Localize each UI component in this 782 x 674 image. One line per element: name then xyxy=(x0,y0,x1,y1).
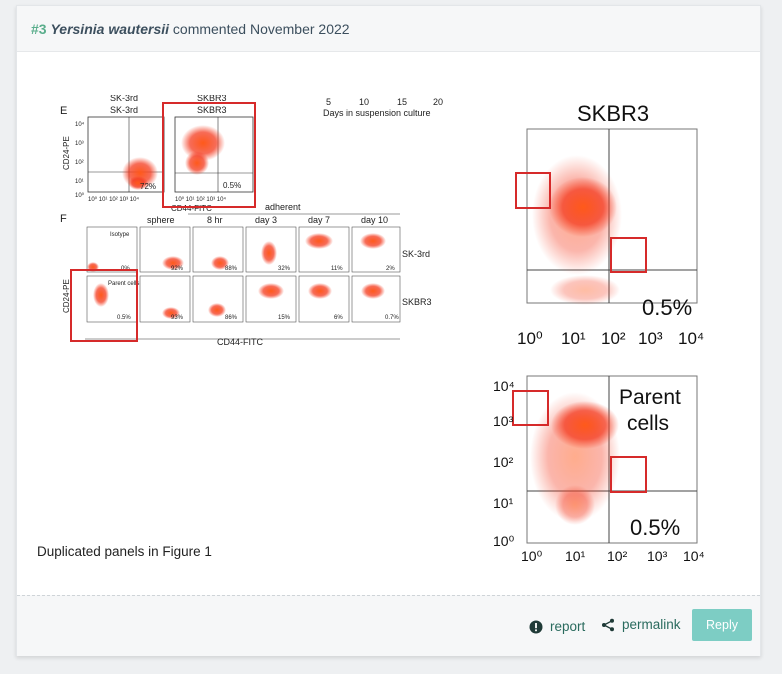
zoom-bottom-panel: Parent cells 0.5% 10⁴ 10³ 10² 10¹ 10⁰ 10… xyxy=(493,375,705,564)
panel-e-sk3rd-top-label: SK-3rd xyxy=(110,95,138,103)
panel-e-xaxis-label: CD44-FITC xyxy=(171,204,212,213)
svg-text:10⁴: 10⁴ xyxy=(75,121,85,128)
zoom-bottom-box-1 xyxy=(512,390,549,426)
zoom-bottom-label-line2: cells xyxy=(627,412,669,435)
panel-e-highlight-box xyxy=(162,102,256,208)
zoom-bottom-ytick-4: 10⁰ xyxy=(493,533,515,549)
zoom-bottom-ytick-2: 10² xyxy=(493,454,514,470)
panel-e-plot-1-pct: 72% xyxy=(140,182,156,191)
panel-f-col-sphere: sphere xyxy=(147,215,175,225)
zoom-bottom-xtick-4: 10⁴ xyxy=(683,548,705,564)
panel-e-sk3rd-label: SK-3rd xyxy=(110,105,138,115)
panel-e-letter: E xyxy=(60,105,67,117)
zoom-top-box-2 xyxy=(610,237,647,273)
reply-button[interactable]: Reply xyxy=(692,609,752,641)
zoom-bottom-xtick-0: 10⁰ xyxy=(521,548,543,564)
panel-f: F adherent sphere 8 hr day 3 day 7 day 1… xyxy=(60,202,432,347)
zoom-top-xtick-4: 10⁴ xyxy=(678,329,704,348)
svg-text:10⁰: 10⁰ xyxy=(75,192,85,199)
panel-e-skbr3-label: SKBR3 xyxy=(197,105,227,115)
panel-e: E SK-3rd SK-3rd SKBR3 SKBR3 72% 0.5% xyxy=(60,95,443,213)
zoom-bottom-ytick-3: 10¹ xyxy=(493,495,514,511)
panel-e-plot-2-frame xyxy=(174,116,254,193)
comment-figure-image: E SK-3rd SK-3rd SKBR3 SKBR3 72% 0.5% xyxy=(60,95,705,564)
panel-f-r2c2-pct: 86% xyxy=(225,315,238,321)
panel-f-yaxis-label: CD24-PE xyxy=(62,279,71,313)
comment-body: E SK-3rd SK-3rd SKBR3 SKBR3 72% 0.5% xyxy=(17,53,760,593)
zoom-bottom-xtick-3: 10³ xyxy=(647,548,668,564)
days-tick-10: 10 xyxy=(359,97,369,107)
panel-f-col-day3: day 3 xyxy=(255,215,277,225)
svg-text:10¹: 10¹ xyxy=(75,179,84,185)
zoom-top-title: SKBR3 xyxy=(577,101,649,126)
permalink-label: permalink xyxy=(622,617,681,632)
report-link[interactable]: report xyxy=(529,619,585,634)
zoom-top-panel: SKBR3 0.5% 10⁰ 10¹ 10² 10³ 10⁴ xyxy=(515,101,704,348)
share-icon xyxy=(602,618,614,631)
panel-f-r1c2-pct: 88% xyxy=(225,266,238,272)
exclamation-circle-icon xyxy=(529,620,543,633)
comment-verb: commented xyxy=(172,21,247,37)
panel-f-r2c3-pct: 15% xyxy=(278,315,291,321)
zoom-top-pct: 0.5% xyxy=(642,295,692,320)
zoom-bottom-xtick-1: 10¹ xyxy=(565,548,586,564)
days-tick-5: 5 xyxy=(326,97,331,107)
zoom-top-xtick-2: 10² xyxy=(601,329,626,348)
panel-e-plot-2-pct: 0.5% xyxy=(223,181,241,190)
comment-footer: report permalink Reply xyxy=(17,595,760,656)
panel-e-plot-2-cluster xyxy=(181,125,225,161)
panel-f-isotype-label: Isotype xyxy=(110,232,130,238)
svg-text:10²: 10² xyxy=(75,160,84,166)
comment-date: November 2022 xyxy=(249,21,350,37)
svg-text:10⁰ 10¹ 10² 10³ 10⁴: 10⁰ 10¹ 10² 10³ 10⁴ xyxy=(88,196,139,203)
panel-f-adherent-label: adherent xyxy=(265,202,301,212)
panel-e-yaxis-label: CD24-PE xyxy=(62,136,71,170)
zoom-bottom-ytick-1: 10³ xyxy=(493,413,514,429)
panel-f-letter: F xyxy=(60,213,67,225)
panel-f-row2-label: SKBR3 xyxy=(402,297,432,307)
panel-f-r1c3-pct: 32% xyxy=(278,266,291,272)
panel-f-parent-cells-label: Parent cells xyxy=(108,281,139,287)
comment-header: #3 Yersinia wautersii commented November… xyxy=(17,6,760,52)
panel-f-r2c1-pct: 93% xyxy=(171,315,184,321)
panel-f-highlight-box xyxy=(70,269,138,342)
panel-f-r1c1-pct: 92% xyxy=(171,266,184,272)
panel-f-col-day10: day 10 xyxy=(361,215,388,225)
panel-e-skbr3-top-label: SKBR3 xyxy=(197,95,227,103)
panel-f-r1c5-pct: 2% xyxy=(386,266,395,272)
zoom-bottom-ytick-0: 10⁴ xyxy=(493,378,515,394)
permalink-link[interactable]: permalink xyxy=(601,617,681,632)
svg-text:10³: 10³ xyxy=(75,141,84,147)
panel-f-xaxis-label: CD44-FITC xyxy=(217,337,264,347)
panel-f-r1c4-pct: 11% xyxy=(331,266,343,272)
days-axis-label: Days in suspension culture xyxy=(323,108,431,118)
comment-author[interactable]: Yersinia wautersii xyxy=(50,21,170,37)
days-tick-20: 20 xyxy=(433,97,443,107)
panel-f-r2c4-pct: 6% xyxy=(334,315,343,321)
zoom-bottom-label-line1: Parent xyxy=(619,386,681,409)
panel-f-r2c0-pct: 0.5% xyxy=(117,315,131,321)
panel-f-r2c5-pct: 0.7% xyxy=(385,315,399,321)
panel-f-col-day7: day 7 xyxy=(308,215,330,225)
zoom-top-box-1 xyxy=(515,172,551,209)
zoom-bottom-pct: 0.5% xyxy=(630,515,680,540)
comment-number[interactable]: #3 xyxy=(31,21,47,37)
zoom-bottom-xtick-2: 10² xyxy=(607,548,628,564)
days-tick-15: 15 xyxy=(397,97,407,107)
panel-f-row1-label: SK-3rd xyxy=(402,249,430,259)
comment-card: #3 Yersinia wautersii commented November… xyxy=(16,5,761,656)
svg-text:10⁰ 10¹ 10² 10³ 10⁴: 10⁰ 10¹ 10² 10³ 10⁴ xyxy=(175,196,226,203)
zoom-top-xtick-0: 10⁰ xyxy=(517,329,543,348)
zoom-top-xtick-1: 10¹ xyxy=(561,329,586,348)
comment-text: Duplicated panels in Figure 1 xyxy=(37,544,212,559)
report-label: report xyxy=(550,619,586,634)
zoom-bottom-box-2 xyxy=(610,456,647,493)
zoom-top-xtick-3: 10³ xyxy=(638,329,663,348)
panel-f-col-8hr: 8 hr xyxy=(207,215,223,225)
